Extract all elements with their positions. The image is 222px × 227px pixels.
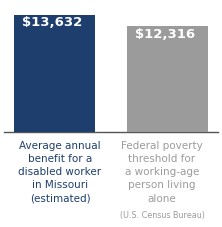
- Text: Federal poverty
threshold for
a working-age
person living
alone: Federal poverty threshold for a working-…: [121, 141, 203, 204]
- Text: Average annual
benefit for a
disabled worker
in Missouri
(estimated): Average annual benefit for a disabled wo…: [18, 141, 101, 204]
- Bar: [14, 15, 95, 132]
- Text: $13,632: $13,632: [22, 16, 82, 29]
- Bar: [127, 26, 208, 132]
- Text: $12,316: $12,316: [135, 28, 195, 41]
- Text: (U.S. Census Bureau): (U.S. Census Bureau): [120, 211, 204, 220]
